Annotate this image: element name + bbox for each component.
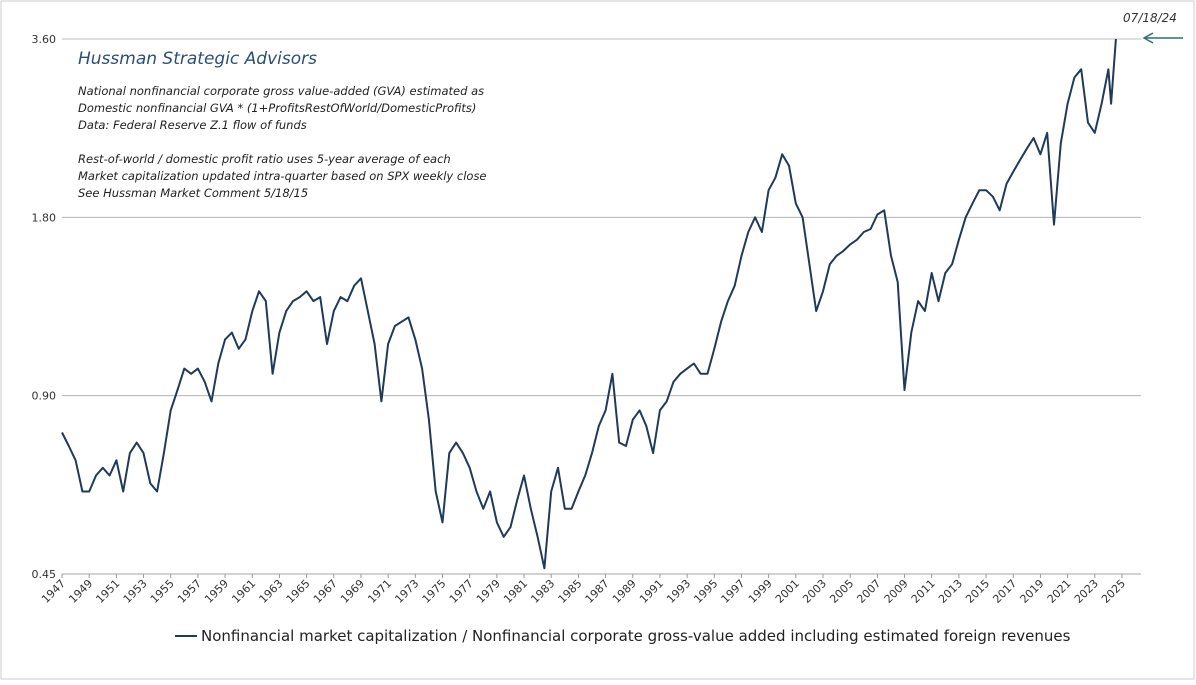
note: Domestic nonfinancial GVA * (1+ProfitsRe… bbox=[78, 101, 476, 115]
note: Market capitalization updated intra-quar… bbox=[78, 169, 487, 183]
y-tick-label: 3.60 bbox=[32, 33, 57, 46]
note: Rest-of-world / domestic profit ratio us… bbox=[78, 152, 451, 166]
y-tick-label: 0.45 bbox=[32, 568, 57, 581]
data-line bbox=[61, 38, 1117, 570]
note: Data: Federal Reserve Z.1 flow of funds bbox=[78, 118, 307, 132]
y-tick-label: 0.90 bbox=[32, 390, 57, 403]
legend-label: Nonfinancial market capitalization / Non… bbox=[201, 627, 1071, 645]
note: National nonfinancial corporate gross va… bbox=[78, 84, 484, 98]
arrow bbox=[1142, 32, 1183, 44]
y-tick-label: 1.80 bbox=[32, 211, 57, 224]
chart-title: Hussman Strategic Advisors bbox=[78, 49, 317, 69]
note: See Hussman Market Comment 5/18/15 bbox=[78, 186, 308, 200]
annotation: 07/18/24 bbox=[1123, 11, 1177, 25]
